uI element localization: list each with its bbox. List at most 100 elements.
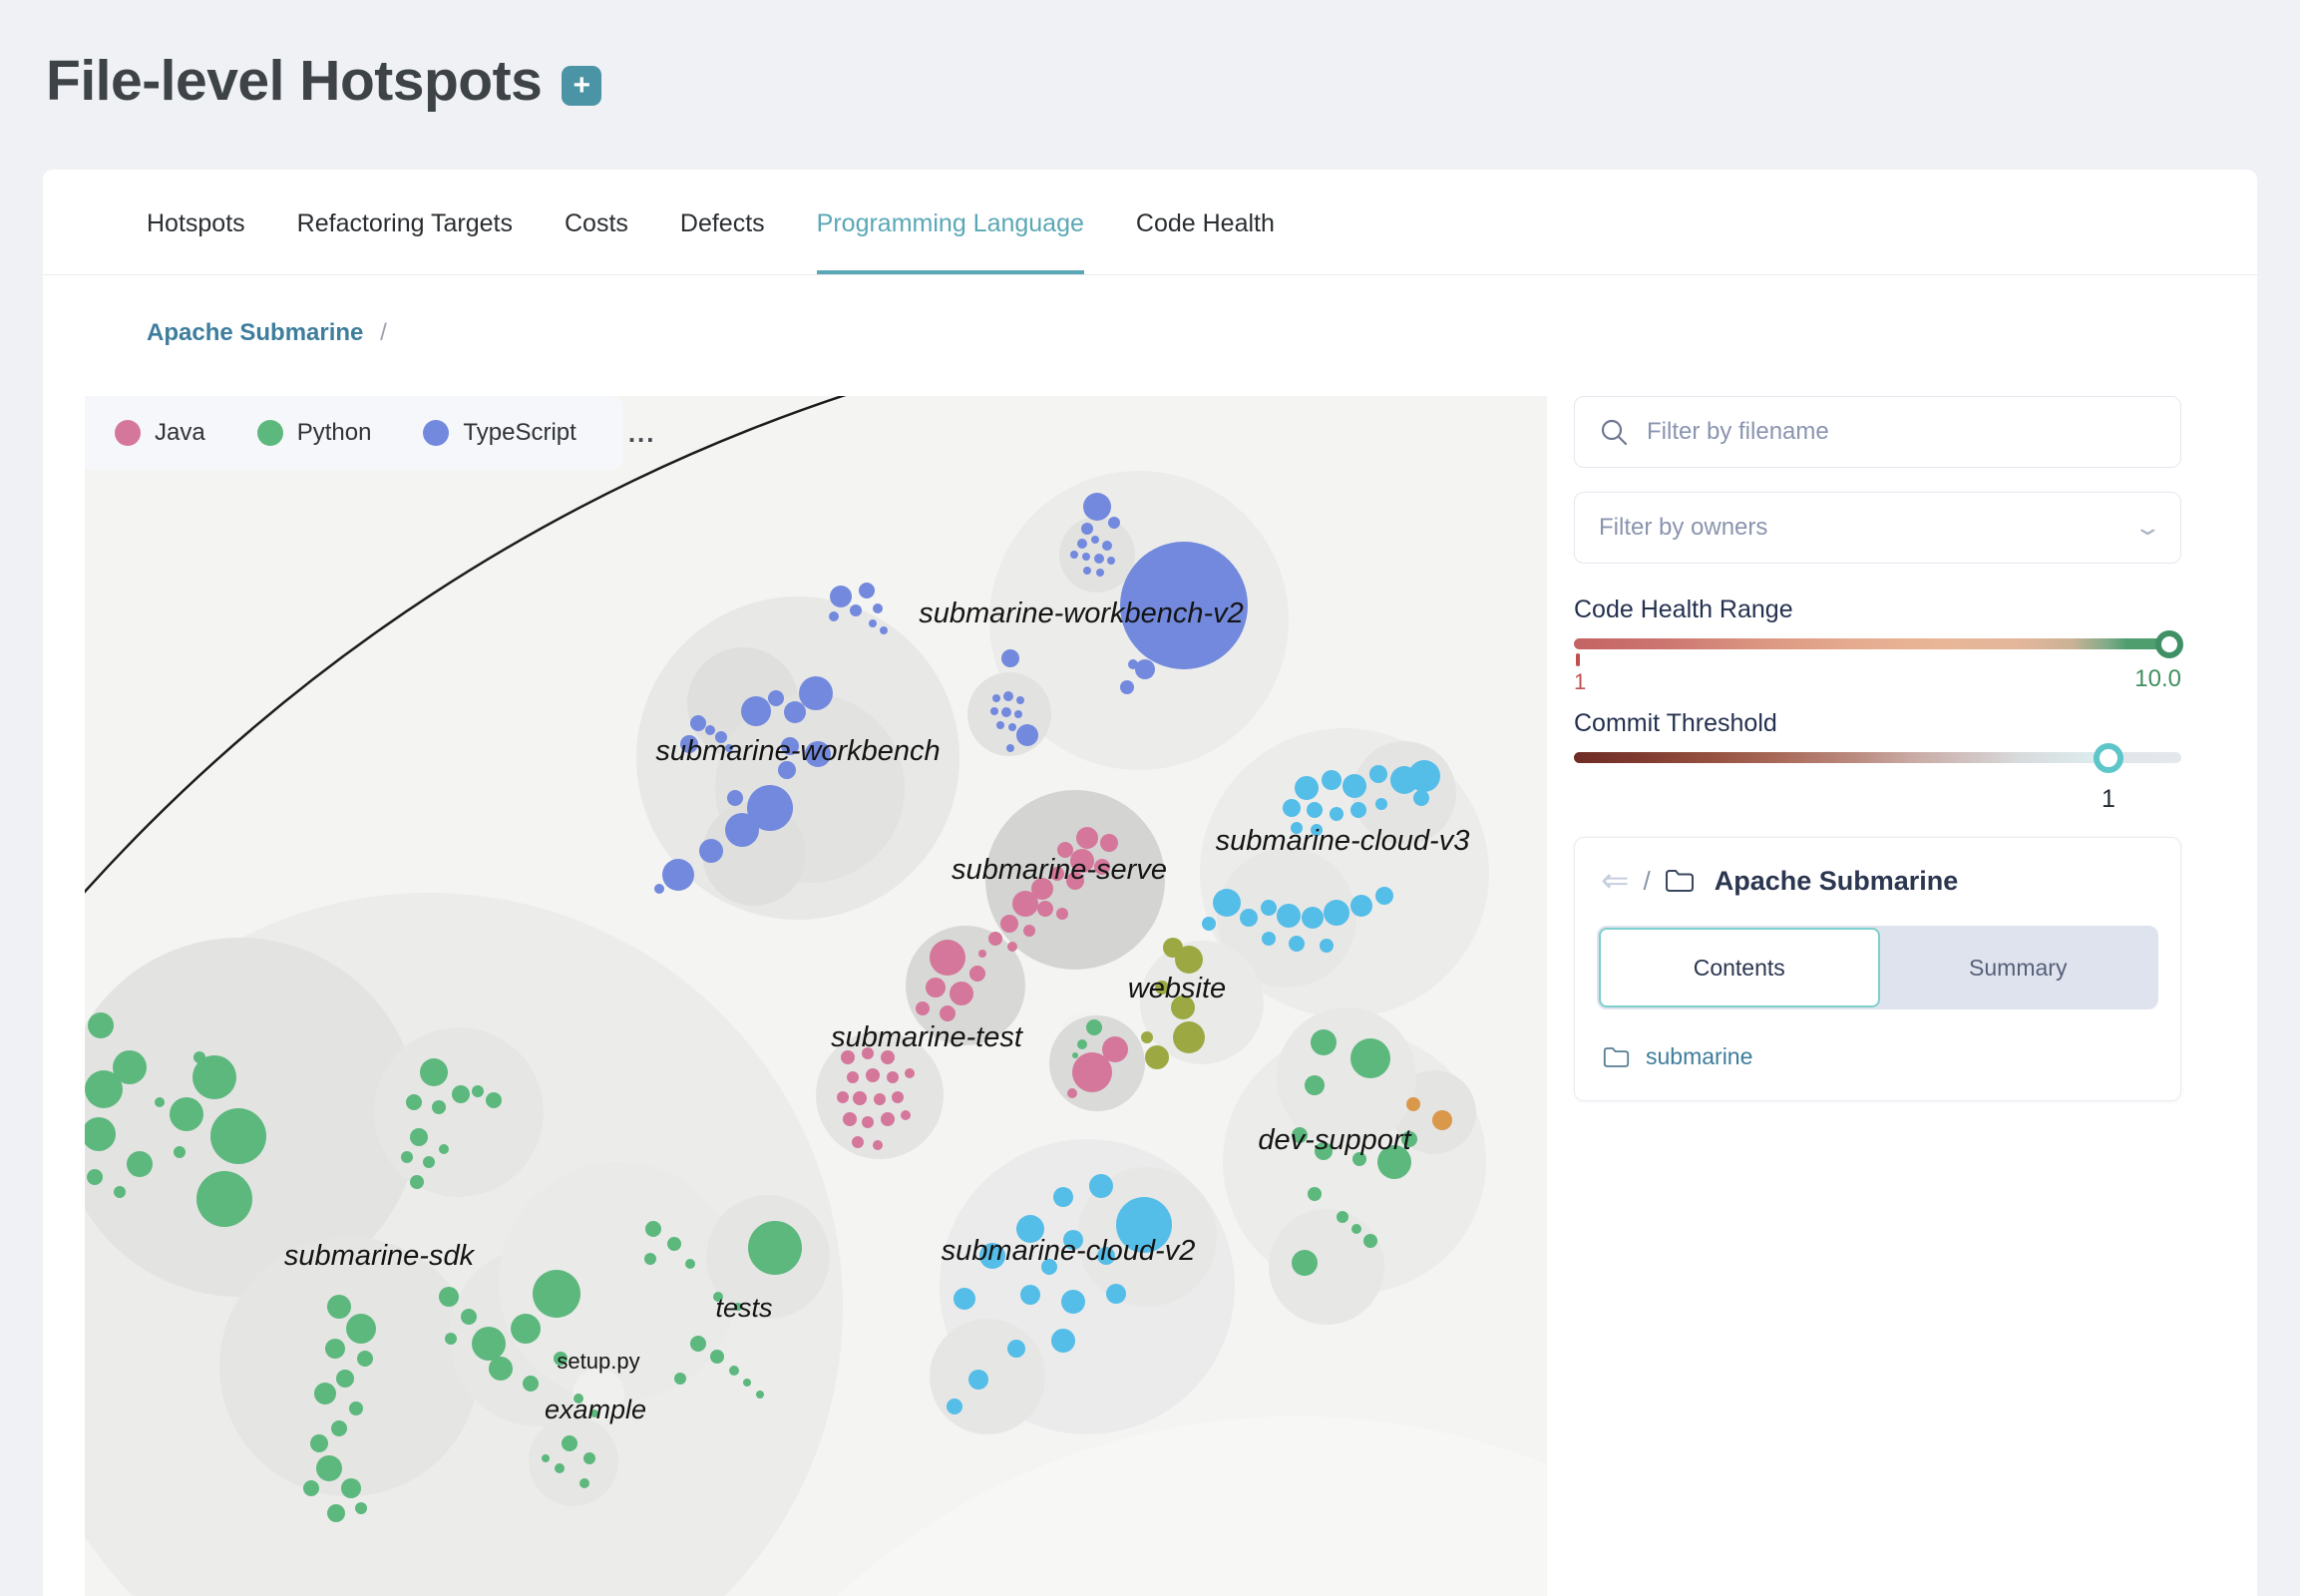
file-bubble-python[interactable]: [1072, 1052, 1078, 1058]
file-bubble-cyan-language[interactable]: [1330, 807, 1343, 821]
file-bubble-java[interactable]: [843, 1112, 857, 1126]
file-bubble-typescript[interactable]: [654, 884, 664, 894]
file-bubble-python[interactable]: [1305, 1075, 1325, 1095]
file-bubble-python[interactable]: [748, 1221, 802, 1275]
file-bubble-typescript[interactable]: [1108, 517, 1120, 529]
file-bubble-python[interactable]: [690, 1336, 706, 1352]
file-bubble-python[interactable]: [193, 1051, 205, 1063]
file-bubble-python[interactable]: [1292, 1127, 1308, 1143]
file-bubble-python[interactable]: [574, 1394, 583, 1403]
file-bubble-java[interactable]: [873, 1140, 883, 1150]
file-bubble-cyan-language[interactable]: [1020, 1285, 1040, 1305]
file-bubble-python[interactable]: [1337, 1211, 1348, 1223]
file-bubble-java[interactable]: [988, 932, 1002, 946]
file-bubble-cyan-language[interactable]: [1089, 1174, 1113, 1198]
file-bubble-python[interactable]: [729, 1366, 739, 1376]
file-bubble-python[interactable]: [562, 1435, 577, 1451]
file-bubble-java[interactable]: [1007, 942, 1017, 952]
file-bubble-cyan-language[interactable]: [1350, 802, 1366, 818]
file-bubble-python[interactable]: [196, 1171, 252, 1227]
file-bubble-java[interactable]: [930, 940, 965, 976]
file-bubble-cyan-language[interactable]: [1053, 1187, 1073, 1207]
file-bubble-cyan-language[interactable]: [1041, 1259, 1057, 1275]
file-bubble-python[interactable]: [331, 1420, 347, 1436]
file-bubble-typescript[interactable]: [829, 611, 839, 621]
file-bubble-cyan-language[interactable]: [1302, 907, 1324, 929]
file-bubble-java[interactable]: [901, 1110, 911, 1120]
file-bubble-python[interactable]: [155, 1097, 165, 1107]
file-bubble-olive-language[interactable]: [1163, 938, 1183, 958]
file-bubble-python[interactable]: [756, 1391, 764, 1398]
file-bubble-java[interactable]: [1067, 1088, 1077, 1098]
file-bubble-python[interactable]: [174, 1146, 186, 1158]
file-bubble-python[interactable]: [303, 1480, 319, 1496]
file-bubble-cyan-language[interactable]: [1413, 790, 1429, 806]
file-bubble-typescript[interactable]: [680, 735, 698, 753]
file-bubble-python[interactable]: [489, 1357, 513, 1381]
file-bubble-typescript[interactable]: [1014, 710, 1022, 718]
file-bubble-cyan-language[interactable]: [1106, 1284, 1126, 1304]
file-bubble-python[interactable]: [472, 1085, 484, 1097]
file-bubble-python[interactable]: [85, 1117, 116, 1151]
file-bubble-python[interactable]: [310, 1434, 328, 1452]
file-bubble-python[interactable]: [1311, 1029, 1337, 1055]
tab-refactoring-targets[interactable]: Refactoring Targets: [296, 209, 513, 237]
file-bubble-python[interactable]: [743, 1379, 751, 1387]
filename-filter-input[interactable]: [1647, 418, 2156, 446]
filename-filter-box[interactable]: [1574, 396, 2181, 468]
file-bubble-cyan-language[interactable]: [1369, 765, 1387, 783]
file-bubble-typescript[interactable]: [1120, 542, 1248, 669]
file-bubble-olive-language[interactable]: [1171, 996, 1195, 1019]
file-bubble-typescript[interactable]: [805, 741, 831, 767]
file-bubble-typescript[interactable]: [784, 701, 806, 723]
file-bubble-python[interactable]: [583, 1452, 595, 1464]
file-bubble-typescript[interactable]: [781, 737, 799, 755]
file-bubble-java[interactable]: [969, 966, 985, 982]
file-bubble-cyan-language[interactable]: [1016, 1215, 1044, 1243]
file-bubble-typescript[interactable]: [1008, 723, 1016, 731]
file-bubble-java[interactable]: [847, 1071, 859, 1083]
file-bubble-typescript[interactable]: [1070, 551, 1078, 559]
file-bubble-java[interactable]: [881, 1112, 895, 1126]
file-bubble-python[interactable]: [316, 1455, 342, 1481]
file-bubble-typescript[interactable]: [1003, 691, 1013, 701]
file-bubble-cyan-language[interactable]: [1342, 774, 1366, 798]
file-bubble-python[interactable]: [1401, 1131, 1417, 1147]
file-bubble-python[interactable]: [1352, 1152, 1366, 1166]
file-bubble-java[interactable]: [837, 1091, 849, 1103]
file-bubble-cyan-language[interactable]: [1051, 1329, 1075, 1353]
file-bubble-python[interactable]: [314, 1383, 336, 1404]
file-bubble-cyan-language[interactable]: [1097, 1247, 1115, 1265]
file-bubble-typescript[interactable]: [850, 604, 862, 616]
file-bubble-java[interactable]: [866, 1068, 880, 1082]
file-bubble-python[interactable]: [349, 1401, 363, 1415]
file-bubble-typescript[interactable]: [1016, 724, 1038, 746]
file-bubble-java[interactable]: [862, 1047, 874, 1059]
file-bubble-java[interactable]: [926, 978, 946, 998]
file-bubble-python[interactable]: [674, 1373, 686, 1385]
file-bubble-olive-language[interactable]: [1173, 1021, 1205, 1053]
file-bubble-typescript[interactable]: [1083, 567, 1091, 575]
tab-code-health[interactable]: Code Health: [1135, 209, 1275, 237]
file-bubble-python[interactable]: [1292, 1250, 1318, 1276]
file-bubble-python[interactable]: [357, 1351, 373, 1367]
file-bubble-cyan-language[interactable]: [1116, 1197, 1172, 1253]
file-bubble-typescript[interactable]: [1006, 744, 1014, 752]
file-bubble-olive-language[interactable]: [1141, 1031, 1153, 1043]
submarine-folder-link[interactable]: submarine: [1646, 1043, 1753, 1069]
file-bubble-python[interactable]: [1308, 1187, 1322, 1201]
file-bubble-python[interactable]: [555, 1463, 565, 1473]
file-bubble-java[interactable]: [940, 1005, 956, 1021]
file-bubble-java[interactable]: [1050, 867, 1064, 881]
file-bubble-python[interactable]: [336, 1370, 354, 1388]
file-bubble-typescript[interactable]: [859, 583, 875, 598]
file-bubble-olive-language[interactable]: [1145, 1045, 1169, 1069]
file-bubble-java[interactable]: [887, 1071, 899, 1083]
file-bubble-cyan-language[interactable]: [1295, 776, 1319, 800]
file-bubble-typescript[interactable]: [1107, 557, 1115, 565]
file-bubble-python[interactable]: [439, 1287, 459, 1307]
file-bubble-java[interactable]: [1056, 908, 1068, 920]
file-bubble-java[interactable]: [1100, 834, 1118, 852]
file-bubble-python[interactable]: [511, 1314, 541, 1344]
file-bubble-typescript[interactable]: [996, 721, 1004, 729]
